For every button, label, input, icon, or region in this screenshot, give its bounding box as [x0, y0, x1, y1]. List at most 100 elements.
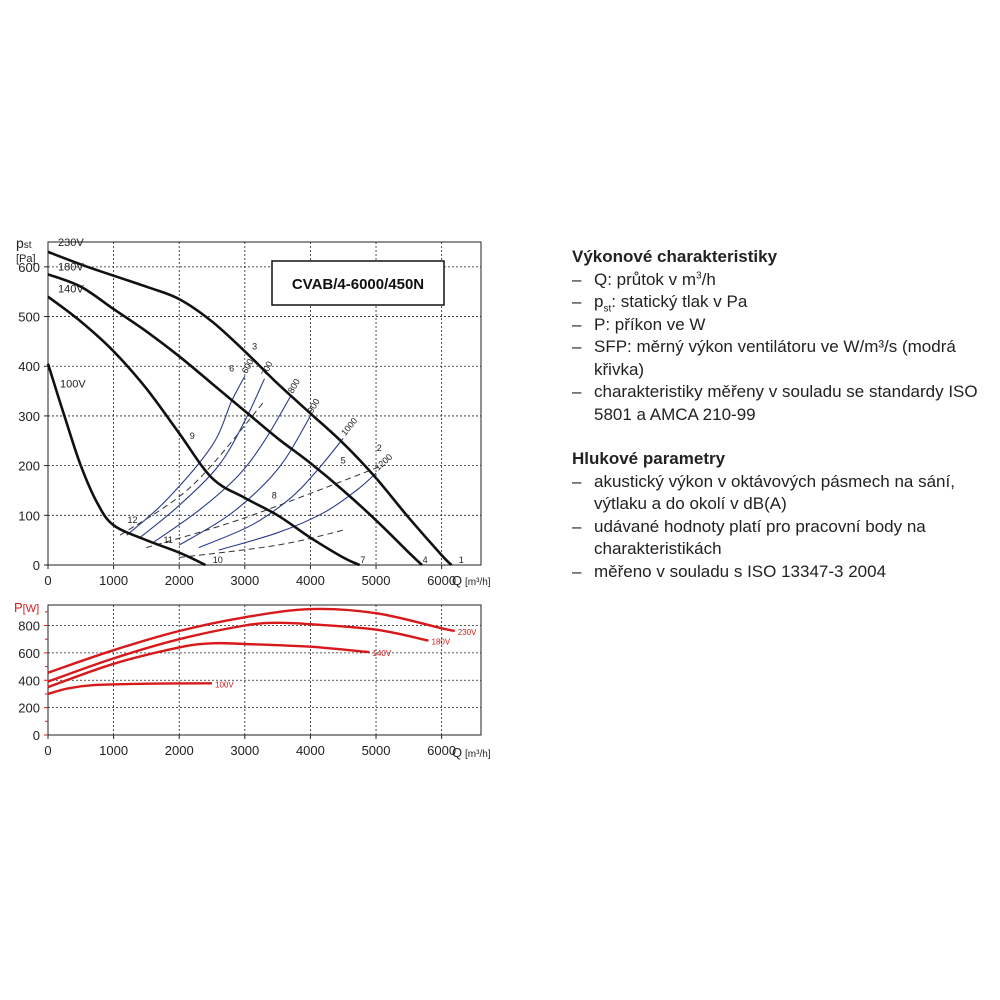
pressure-plot-frame: [47, 241, 482, 566]
power-curve-230V: [47, 607, 456, 674]
pressure-axis-label: pst: [16, 235, 32, 251]
voltage-label: 100V: [60, 379, 86, 391]
power-axis-label: P[W]: [14, 600, 39, 615]
list-item: udávané hodnoty platí pro pracovní body …: [572, 516, 992, 561]
pressure-curve-180V: [47, 273, 423, 566]
x-tick-label: 0: [44, 573, 51, 588]
list-item: P: příkon ve W: [572, 314, 992, 337]
voltage-label: 180V: [432, 638, 451, 647]
pressure-curves: [46, 250, 453, 567]
sfp-label: 800: [286, 377, 302, 395]
power-curves: [47, 607, 456, 696]
power-curve-100V: [47, 682, 213, 696]
y-tick-label: 400: [18, 673, 40, 688]
sfp-label: 1000: [339, 416, 359, 438]
power-plot-frame: [47, 604, 482, 736]
voltage-label: 140V: [372, 649, 391, 658]
power-curve-180V: [47, 621, 429, 683]
list-item: SFP: měrný výkon ventilátoru ve W/m³/s (…: [572, 336, 992, 381]
pressure-axis-ticks: 0 1000 2000 3000 4000 5000 6000 0 100 200 300 400 50…: [18, 260, 456, 588]
noise-list: akustický výkon v oktávových pásmech na …: [572, 471, 992, 584]
system-curve-line: [119, 400, 265, 536]
power-grid: [45, 604, 482, 736]
operating-point-label: 3: [252, 341, 257, 351]
pressure-curve-230V: [47, 250, 453, 566]
y-tick-label: 600: [18, 646, 40, 661]
info-panel: Výkonové charakteristiky Q: průtok v m3/…: [572, 246, 992, 583]
sfp-curve-1000: [139, 378, 265, 539]
x-tick-label: 3000: [230, 743, 259, 758]
sfp-curve-700: [198, 437, 344, 549]
operating-point-label: 7: [360, 555, 365, 565]
pressure-curve-100V: [46, 363, 207, 567]
y-tick-label: 600: [18, 260, 40, 275]
y-tick-label: 0: [33, 728, 40, 743]
operating-point-label: 11: [164, 535, 173, 545]
sfp-curve-1200: [126, 375, 246, 536]
sfp-label: 700: [259, 360, 274, 378]
y-tick-label: 400: [18, 359, 40, 374]
x-tick-label: 6000: [427, 743, 456, 758]
operating-point-label: 8: [272, 490, 277, 500]
performance-list: Q: průtok v m3/h pst: statický tlak v Pa…: [572, 269, 992, 427]
voltage-label: 230V: [58, 237, 84, 249]
list-item: měřeno v souladu s ISO 13347-3 2004: [572, 561, 992, 584]
voltage-label: 140V: [58, 284, 84, 296]
model-title-box: [271, 260, 445, 306]
x-tick-label: 2000: [165, 573, 194, 588]
operating-point-label: 10: [213, 555, 223, 565]
power-flow-axis-unit: [m³/h]: [465, 749, 491, 760]
operating-point-label: 12: [127, 515, 137, 525]
pressure-curve-140V: [47, 295, 361, 567]
list-item: pst: statický tlak v Pa: [572, 291, 992, 314]
x-tick-label: 1000: [99, 573, 128, 588]
flow-axis-label: Q: [452, 573, 462, 588]
x-tick-label: 5000: [362, 743, 391, 758]
model-title: CVAB/4-6000/450N: [292, 276, 424, 293]
voltage-label: 180V: [58, 261, 84, 273]
x-tick-label: 0: [44, 743, 51, 758]
sfp-label: 900: [306, 397, 322, 415]
list-item: Q: průtok v m3/h: [572, 269, 992, 292]
y-tick-label: 0: [33, 558, 40, 573]
performance-heading: Výkonové charakteristiky: [572, 247, 778, 266]
power-axis-ticks: 0 1000 2000 3000 4000 5000 6000 0 200 400 600 800: [18, 619, 456, 758]
operating-point-label: 4: [423, 555, 428, 565]
x-tick-label: 1000: [99, 743, 128, 758]
sfp-curve-800: [178, 415, 311, 546]
voltage-labels: 230V 180V 140V 100V: [58, 237, 86, 391]
system-curves: [119, 400, 383, 558]
system-curve-line: [146, 465, 383, 549]
y-tick-label: 200: [18, 459, 40, 474]
y-tick-label: 100: [18, 508, 40, 523]
x-tick-label: 5000: [362, 573, 391, 588]
list-item: akustický výkon v oktávových pásmech na …: [572, 471, 992, 516]
operating-point-label: 6: [229, 364, 234, 374]
y-tick-label: 800: [18, 619, 40, 634]
x-tick-label: 4000: [296, 573, 325, 588]
operating-point-label: 2: [377, 443, 382, 453]
sfp-curves: [126, 375, 377, 551]
power-voltage-labels: 230V 180V 140V 100V: [215, 628, 477, 689]
x-tick-label: 2000: [165, 743, 194, 758]
system-curve-line: [179, 529, 344, 558]
power-curve-140V: [47, 641, 370, 689]
sfp-curve-600: [218, 472, 377, 551]
x-tick-label: 3000: [230, 573, 259, 588]
list-item: charakteristiky měřeny v souladu se stan…: [572, 381, 992, 426]
operating-point-label: 5: [341, 456, 346, 466]
y-tick-label: 300: [18, 409, 40, 424]
x-tick-label: 4000: [296, 743, 325, 758]
sfp-curve-900: [152, 395, 292, 544]
y-tick-label: 200: [18, 701, 40, 716]
voltage-label: 230V: [458, 628, 477, 637]
power-flow-axis-label: Q: [452, 745, 462, 760]
operating-point-label: 9: [190, 431, 195, 441]
y-tick-label: 500: [18, 310, 40, 325]
noise-heading: Hlukové parametry: [572, 449, 726, 468]
